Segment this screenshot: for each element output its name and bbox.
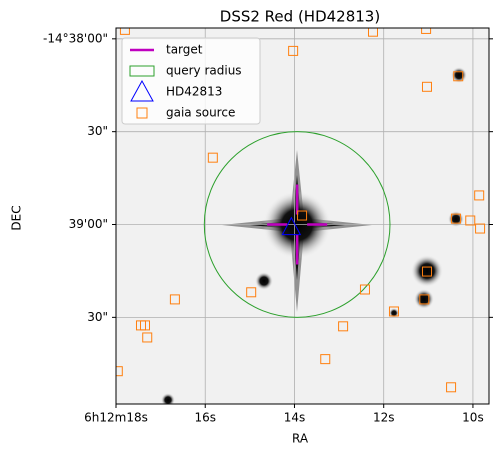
- x-tick-label: 10s: [462, 411, 484, 425]
- query-radius: [203, 131, 391, 318]
- legend-swatch: [136, 107, 148, 119]
- legend-label: query radius: [166, 64, 242, 78]
- gaia-source: [474, 190, 485, 201]
- y-tick-label: 30": [87, 310, 108, 324]
- gaia-source: [419, 294, 430, 305]
- gaia-source: [453, 71, 464, 82]
- x-axis-label: RA: [292, 432, 309, 446]
- gaia-source: [421, 28, 432, 34]
- legend-box: [121, 37, 261, 125]
- legend-swatch: [129, 65, 155, 77]
- y-axis-label: DEC: [10, 205, 24, 230]
- y-tick-label: 39'00": [69, 217, 108, 231]
- gaia-source: [421, 266, 432, 277]
- gaia-source: [465, 215, 476, 226]
- gaia-source: [288, 45, 299, 56]
- gaia-source: [338, 321, 349, 332]
- gaia-source: [446, 382, 457, 393]
- gaia-source: [142, 332, 153, 343]
- x-tick-label: 16s: [194, 411, 216, 425]
- gaia-source: [450, 213, 461, 224]
- legend-label: gaia source: [166, 106, 235, 120]
- chart-title: DSS2 Red (HD42813): [220, 8, 380, 26]
- gaia-source: [367, 28, 378, 37]
- gaia-source: [140, 320, 151, 331]
- gaia-source: [320, 354, 331, 365]
- x-tick-label: 6h12m18s: [84, 411, 148, 425]
- gaia-source: [388, 306, 399, 317]
- plot-frame: [115, 27, 490, 405]
- y-tick-label: 30": [87, 124, 108, 138]
- x-tick-label: 12s: [373, 411, 395, 425]
- legend-label: HD42813: [166, 85, 222, 99]
- x-tick-label: 14s: [284, 411, 306, 425]
- gaia-source: [116, 366, 123, 377]
- gaia-source: [297, 210, 308, 221]
- gaia-source: [119, 28, 130, 35]
- target-marker: [267, 184, 328, 265]
- gaia-source: [207, 152, 218, 163]
- hd-marker: [281, 216, 302, 236]
- gaia-source: [359, 284, 370, 295]
- gaia-source: [246, 287, 257, 298]
- gaia-source: [169, 294, 180, 305]
- gaia-source: [421, 81, 432, 92]
- legend-swatch: [130, 79, 154, 102]
- y-tick-label: -14°38'00": [43, 31, 108, 45]
- legend-label: target: [166, 43, 203, 57]
- gaia-source: [475, 223, 486, 234]
